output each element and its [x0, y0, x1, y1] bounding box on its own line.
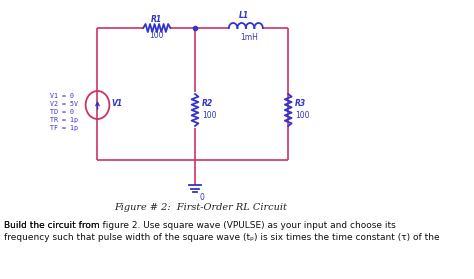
Text: V1 = 0
V2 = 5V
TD = 0
TR = 1p
TF = 1p: V1 = 0 V2 = 5V TD = 0 TR = 1p TF = 1p [50, 93, 78, 131]
Text: R3: R3 [295, 98, 306, 107]
Text: L1: L1 [239, 11, 249, 20]
Text: Build the circuit from figure 2. Use square wave (VPULSE) as your input and choo: Build the circuit from figure 2. Use squ… [4, 220, 396, 230]
Text: 0: 0 [199, 193, 204, 201]
Text: V1: V1 [111, 98, 122, 107]
Text: frequency such that pulse width of the square wave (tₚ) is six times the time co: frequency such that pulse width of the s… [4, 234, 440, 242]
Text: R2: R2 [202, 98, 213, 107]
Text: 100: 100 [202, 110, 216, 119]
Text: 100: 100 [295, 110, 310, 119]
Text: 100: 100 [150, 32, 164, 40]
Text: Figure # 2:  First-Order RL Circuit: Figure # 2: First-Order RL Circuit [115, 203, 287, 211]
Text: Build the circuit from: Build the circuit from [4, 220, 103, 230]
Text: R1: R1 [151, 15, 163, 23]
Text: 1mH: 1mH [240, 32, 258, 42]
